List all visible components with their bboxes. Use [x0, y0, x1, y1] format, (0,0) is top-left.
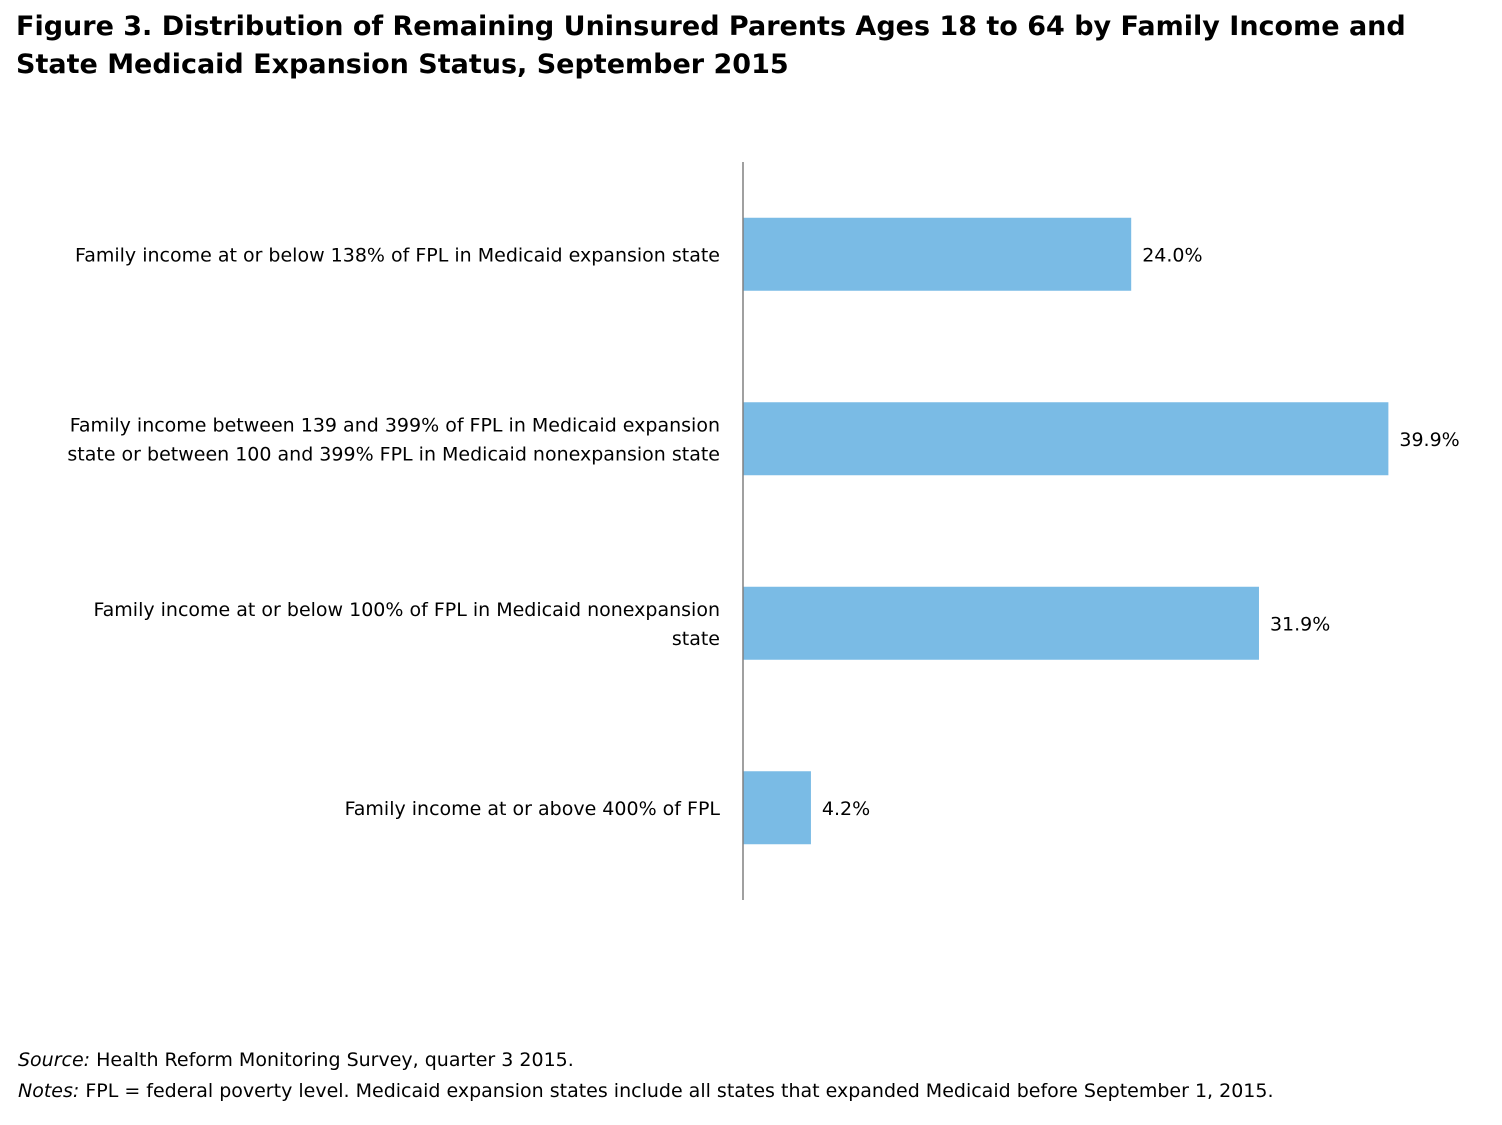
category-label-line: Family income at or below 138% of FPL in… — [75, 244, 720, 266]
category-label: Family income at or below 100% of FPL in… — [93, 599, 720, 650]
bar — [743, 586, 1259, 660]
category-label: Family income between 139 and 399% of FP… — [67, 414, 720, 465]
bar — [743, 402, 1389, 476]
chart-title-line: State Medicaid Expansion Status, Septemb… — [16, 49, 789, 80]
data-label: 24.0% — [1142, 244, 1202, 266]
category-label-line: Family income at or below 100% of FPL in… — [93, 599, 720, 621]
data-label: 31.9% — [1270, 613, 1330, 635]
category-label: Family income at or above 400% of FPL — [345, 798, 721, 820]
notes-label: Notes: — [18, 1080, 80, 1102]
source-note: Source: Health Reform Monitoring Survey,… — [18, 1045, 1488, 1076]
bar — [743, 771, 811, 845]
category-label-line: state or between 100 and 399% FPL in Med… — [67, 443, 720, 465]
category-label-line: Family income between 139 and 399% of FP… — [70, 414, 720, 436]
data-label: 39.9% — [1399, 429, 1459, 451]
source-label: Source: — [18, 1049, 91, 1071]
category-label-line: state — [672, 628, 720, 650]
data-label: 4.2% — [822, 798, 870, 820]
category-label-line: Family income at or above 400% of FPL — [345, 798, 721, 820]
chart-title-line: Figure 3. Distribution of Remaining Unin… — [16, 11, 1406, 42]
chart-title: Figure 3. Distribution of Remaining Unin… — [16, 8, 1486, 84]
footnotes: Source: Health Reform Monitoring Survey,… — [18, 1045, 1488, 1107]
source-text: Health Reform Monitoring Survey, quarter… — [90, 1049, 574, 1071]
notes-note: Notes: FPL = federal poverty level. Medi… — [18, 1076, 1488, 1107]
bar — [743, 217, 1132, 291]
notes-text: FPL = federal poverty level. Medicaid ex… — [79, 1080, 1274, 1102]
category-label: Family income at or below 138% of FPL in… — [75, 244, 720, 266]
